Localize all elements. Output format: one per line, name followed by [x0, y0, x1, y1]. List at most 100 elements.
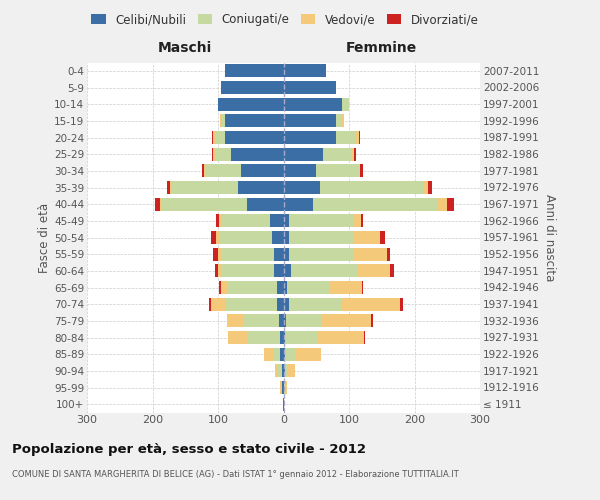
Bar [356, 131, 359, 144]
Bar [227, 314, 243, 328]
Bar [170, 181, 172, 194]
Bar [214, 148, 215, 160]
Bar [286, 331, 318, 344]
Bar [387, 248, 390, 260]
Bar [280, 381, 281, 394]
Bar [361, 214, 363, 228]
Bar [284, 264, 292, 278]
Bar [447, 198, 454, 210]
Bar [243, 314, 279, 328]
Bar [212, 131, 214, 144]
Bar [238, 181, 284, 194]
Bar [224, 64, 284, 78]
Bar [279, 314, 284, 328]
Bar [277, 281, 284, 294]
Bar [274, 348, 280, 360]
Bar [247, 198, 284, 210]
Bar [284, 198, 313, 210]
Bar [212, 148, 214, 160]
Bar [362, 281, 364, 294]
Bar [287, 281, 329, 294]
Bar [354, 248, 387, 260]
Bar [167, 181, 170, 194]
Bar [284, 114, 336, 128]
Bar [216, 214, 220, 228]
Bar [284, 81, 336, 94]
Bar [364, 331, 365, 344]
Bar [353, 148, 356, 160]
Bar [214, 131, 215, 144]
Bar [336, 131, 356, 144]
Bar [352, 148, 353, 160]
Bar [221, 281, 228, 294]
Bar [336, 114, 343, 128]
Legend: Celibi/Nubili, Coniugati/e, Vedovi/e, Divorziati/e: Celibi/Nubili, Coniugati/e, Vedovi/e, Di… [86, 8, 484, 31]
Bar [318, 331, 364, 344]
Bar [284, 164, 316, 177]
Bar [284, 148, 323, 160]
Bar [155, 198, 160, 210]
Bar [275, 364, 278, 378]
Bar [272, 231, 284, 244]
Bar [160, 198, 163, 210]
Bar [274, 264, 284, 278]
Bar [209, 298, 211, 310]
Bar [211, 231, 216, 244]
Bar [284, 348, 286, 360]
Bar [316, 164, 359, 177]
Bar [341, 298, 400, 310]
Bar [284, 281, 287, 294]
Bar [329, 281, 362, 294]
Bar [228, 281, 277, 294]
Text: COMUNE DI SANTA MARGHERITA DI BELICE (AG) - Dati ISTAT 1° gennaio 2012 - Elabora: COMUNE DI SANTA MARGHERITA DI BELICE (AG… [12, 470, 459, 479]
Bar [231, 148, 284, 160]
Bar [286, 381, 287, 394]
Bar [224, 298, 277, 310]
Bar [218, 98, 284, 110]
Bar [218, 281, 221, 294]
Bar [343, 114, 344, 128]
Bar [343, 98, 349, 110]
Bar [284, 231, 289, 244]
Bar [284, 181, 320, 194]
Bar [289, 231, 354, 244]
Bar [320, 181, 424, 194]
Bar [271, 214, 284, 228]
Bar [211, 298, 224, 310]
Bar [247, 331, 280, 344]
Bar [289, 298, 341, 310]
Bar [354, 231, 380, 244]
Bar [203, 164, 205, 177]
Bar [282, 381, 284, 394]
Bar [218, 248, 221, 260]
Bar [274, 248, 284, 260]
Bar [400, 298, 403, 310]
Text: Maschi: Maschi [158, 42, 212, 56]
Bar [220, 214, 221, 228]
Bar [264, 348, 274, 360]
Bar [280, 348, 284, 360]
Bar [285, 364, 288, 378]
Bar [428, 181, 432, 194]
Bar [280, 331, 284, 344]
Bar [284, 314, 286, 328]
Bar [221, 264, 274, 278]
Bar [221, 214, 271, 228]
Bar [281, 381, 282, 394]
Bar [278, 364, 281, 378]
Bar [224, 114, 284, 128]
Bar [241, 164, 284, 177]
Bar [220, 114, 221, 128]
Bar [322, 314, 371, 328]
Bar [371, 314, 373, 328]
Bar [163, 198, 247, 210]
Bar [286, 314, 322, 328]
Bar [281, 364, 284, 378]
Bar [289, 214, 354, 228]
Bar [221, 248, 274, 260]
Bar [218, 264, 221, 278]
Bar [284, 214, 289, 228]
Bar [284, 364, 285, 378]
Bar [215, 264, 218, 278]
Bar [215, 131, 224, 144]
